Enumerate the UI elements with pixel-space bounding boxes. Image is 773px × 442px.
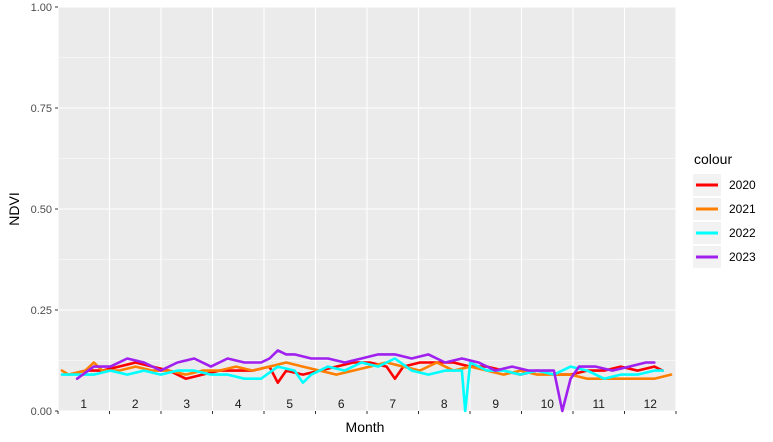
month-label: 8 <box>441 397 448 411</box>
series-line-2022 <box>60 357 664 413</box>
legend-label: 2022 <box>729 226 756 240</box>
month-label: 2 <box>132 397 139 411</box>
series-line-2021 <box>60 361 673 381</box>
legend-label: 2021 <box>729 202 756 216</box>
month-label: 10 <box>541 397 555 411</box>
legend-label: 2023 <box>729 250 756 264</box>
month-label: 9 <box>492 397 499 411</box>
y-tick-label: 0.75 <box>31 103 52 115</box>
y-tick-label: 0.25 <box>31 305 52 317</box>
month-label: 7 <box>389 397 396 411</box>
y-tick-label: 0.00 <box>31 406 52 418</box>
month-label: 3 <box>183 397 190 411</box>
y-axis: 0.00 0.25 0.50 0.75 1.00 <box>31 2 58 418</box>
y-axis-title: NDVI <box>6 192 22 225</box>
month-label: 6 <box>338 397 345 411</box>
month-label: 4 <box>235 397 242 411</box>
month-label: 11 <box>593 397 606 411</box>
x-axis: 1 2 3 4 5 6 7 8 9 10 11 12 <box>57 397 677 414</box>
legend-label: 2020 <box>729 178 756 192</box>
y-tick-label: 0.50 <box>31 204 52 216</box>
legend-title: colour <box>694 151 732 167</box>
month-label: 12 <box>644 397 658 411</box>
x-axis-title: Month <box>346 419 385 435</box>
month-label: 1 <box>80 397 87 411</box>
y-tick-label: 1.00 <box>31 2 52 14</box>
series-lines <box>60 349 673 413</box>
series-line-2023 <box>75 349 656 413</box>
month-label: 5 <box>286 397 293 411</box>
legend: colour 2020 2021 2022 2023 <box>693 151 756 268</box>
